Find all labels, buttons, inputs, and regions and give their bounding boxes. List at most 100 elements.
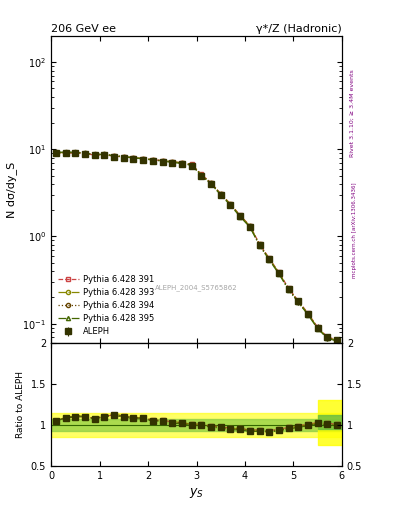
Pythia 6.428 393: [92, 152, 97, 158]
Pythia 6.428 391: [102, 152, 107, 158]
Pythia 6.428 391: [286, 285, 291, 291]
Pythia 6.428 391: [180, 160, 184, 166]
Pythia 6.428 393: [73, 150, 78, 156]
Pythia 6.428 394: [180, 160, 184, 166]
Pythia 6.428 394: [286, 286, 291, 292]
Pythia 6.428 394: [151, 157, 155, 163]
Pythia 6.428 391: [335, 337, 340, 343]
Pythia 6.428 395: [141, 156, 145, 162]
Pythia 6.428 393: [83, 150, 87, 156]
Pythia 6.428 393: [277, 270, 281, 276]
X-axis label: $y_S$: $y_S$: [189, 486, 204, 500]
Text: ALEPH_2004_S5765862: ALEPH_2004_S5765862: [155, 284, 238, 291]
Pythia 6.428 391: [238, 212, 242, 219]
Pythia 6.428 393: [53, 150, 58, 156]
Pythia 6.428 391: [63, 150, 68, 156]
Pythia 6.428 395: [121, 154, 126, 160]
Pythia 6.428 395: [306, 312, 310, 318]
Pythia 6.428 391: [325, 334, 330, 340]
Pythia 6.428 393: [296, 298, 301, 305]
Pythia 6.428 391: [228, 201, 233, 207]
Pythia 6.428 394: [238, 213, 242, 219]
Pythia 6.428 391: [296, 298, 301, 304]
Pythia 6.428 394: [325, 335, 330, 341]
Pythia 6.428 395: [335, 338, 340, 344]
Pythia 6.428 393: [306, 311, 310, 317]
Pythia 6.428 394: [102, 151, 107, 157]
Pythia 6.428 395: [151, 157, 155, 163]
Pythia 6.428 395: [83, 150, 87, 156]
Pythia 6.428 395: [53, 149, 58, 155]
Pythia 6.428 393: [112, 153, 116, 159]
Pythia 6.428 393: [131, 155, 136, 161]
Pythia 6.428 391: [219, 190, 223, 197]
Pythia 6.428 393: [160, 158, 165, 164]
Pythia 6.428 391: [248, 223, 252, 229]
Pythia 6.428 394: [189, 162, 194, 168]
Pythia 6.428 391: [160, 158, 165, 164]
Y-axis label: N dσ/dy_S: N dσ/dy_S: [6, 161, 17, 218]
Pythia 6.428 391: [131, 155, 136, 161]
Pythia 6.428 395: [228, 202, 233, 208]
Pythia 6.428 395: [92, 152, 97, 158]
Pythia 6.428 395: [257, 243, 262, 249]
Pythia 6.428 393: [325, 334, 330, 340]
Line: Pythia 6.428 391: Pythia 6.428 391: [54, 151, 339, 342]
Pythia 6.428 393: [238, 212, 242, 219]
Pythia 6.428 395: [199, 173, 204, 179]
Pythia 6.428 395: [277, 271, 281, 277]
Line: Pythia 6.428 393: Pythia 6.428 393: [54, 151, 339, 343]
Pythia 6.428 394: [248, 223, 252, 229]
Pythia 6.428 395: [131, 155, 136, 161]
Pythia 6.428 395: [102, 152, 107, 158]
Pythia 6.428 394: [131, 155, 136, 161]
Pythia 6.428 391: [151, 157, 155, 163]
Pythia 6.428 393: [189, 161, 194, 167]
Pythia 6.428 394: [277, 270, 281, 276]
Pythia 6.428 394: [170, 159, 174, 165]
Pythia 6.428 395: [160, 158, 165, 164]
Text: Rivet 3.1.10; ≥ 3.4M events: Rivet 3.1.10; ≥ 3.4M events: [350, 69, 355, 157]
Pythia 6.428 394: [141, 156, 145, 162]
Pythia 6.428 395: [248, 224, 252, 230]
Pythia 6.428 391: [267, 255, 272, 261]
Pythia 6.428 393: [267, 255, 272, 262]
Pythia 6.428 394: [63, 149, 68, 155]
Legend: Pythia 6.428 391, Pythia 6.428 393, Pythia 6.428 394, Pythia 6.428 395, ALEPH: Pythia 6.428 391, Pythia 6.428 393, Pyth…: [55, 272, 157, 339]
Pythia 6.428 394: [160, 158, 165, 164]
Pythia 6.428 393: [102, 152, 107, 158]
Pythia 6.428 391: [257, 241, 262, 247]
Pythia 6.428 393: [286, 286, 291, 292]
Pythia 6.428 395: [325, 335, 330, 342]
Pythia 6.428 395: [112, 153, 116, 159]
Pythia 6.428 395: [315, 326, 320, 332]
Pythia 6.428 394: [121, 154, 126, 160]
Pythia 6.428 391: [83, 151, 87, 157]
Pythia 6.428 393: [141, 156, 145, 162]
Pythia 6.428 394: [199, 172, 204, 178]
Pythia 6.428 394: [267, 256, 272, 262]
Text: 206 GeV ee: 206 GeV ee: [51, 24, 116, 34]
Pythia 6.428 394: [306, 311, 310, 317]
Pythia 6.428 393: [199, 172, 204, 178]
Pythia 6.428 395: [180, 160, 184, 166]
Text: γ*/Z (Hadronic): γ*/Z (Hadronic): [256, 24, 342, 34]
Pythia 6.428 393: [257, 241, 262, 247]
Pythia 6.428 393: [63, 150, 68, 156]
Pythia 6.428 394: [112, 153, 116, 159]
Pythia 6.428 393: [209, 180, 213, 186]
Pythia 6.428 391: [121, 154, 126, 160]
Pythia 6.428 395: [219, 192, 223, 198]
Pythia 6.428 395: [286, 287, 291, 293]
Pythia 6.428 393: [180, 160, 184, 166]
Pythia 6.428 395: [189, 162, 194, 168]
Pythia 6.428 393: [151, 157, 155, 163]
Pythia 6.428 395: [63, 149, 68, 155]
Pythia 6.428 391: [170, 159, 174, 165]
Pythia 6.428 394: [53, 150, 58, 156]
Pythia 6.428 393: [219, 191, 223, 197]
Pythia 6.428 391: [189, 161, 194, 167]
Pythia 6.428 395: [296, 300, 301, 306]
Pythia 6.428 391: [53, 150, 58, 156]
Pythia 6.428 395: [238, 214, 242, 220]
